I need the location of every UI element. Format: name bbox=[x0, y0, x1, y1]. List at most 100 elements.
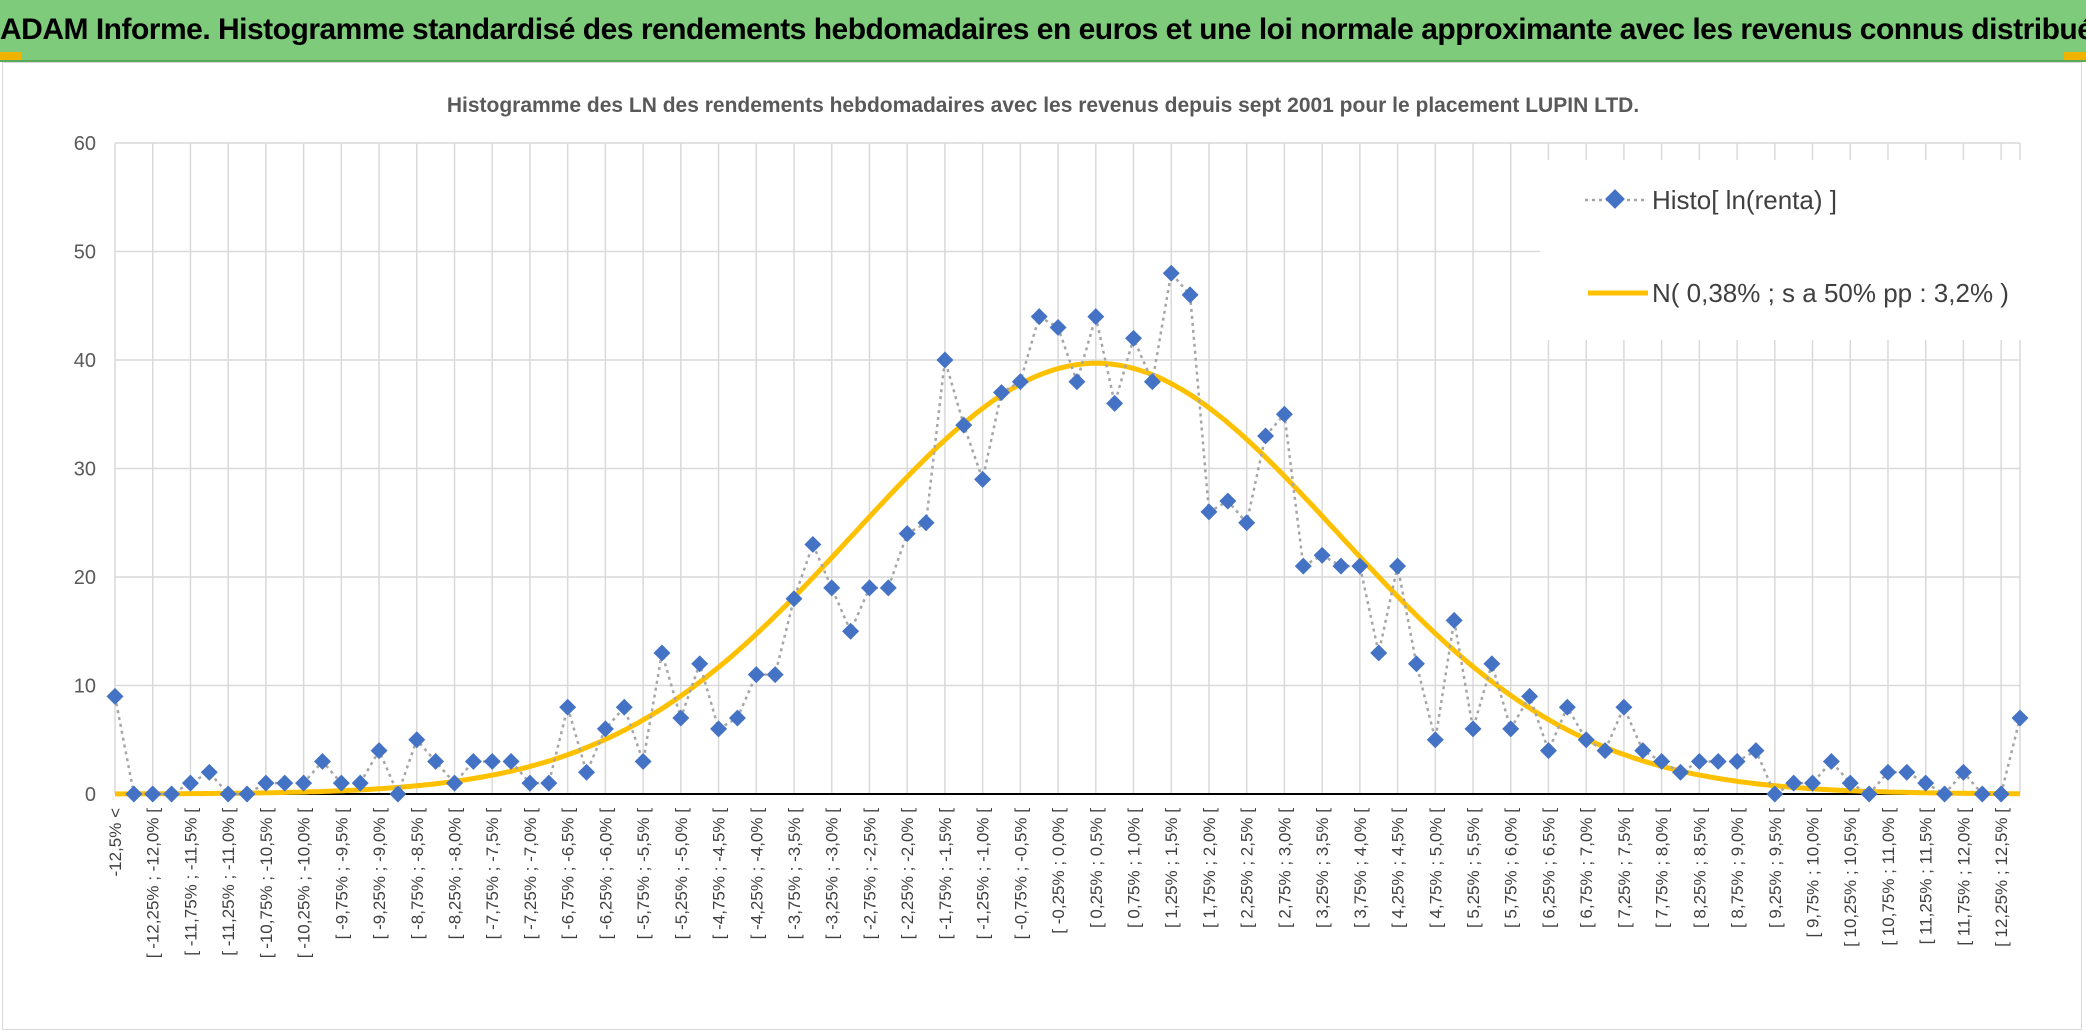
chart-title: Histogramme des LN des rendements hebdom… bbox=[447, 94, 1639, 117]
histogram-point bbox=[1577, 731, 1595, 749]
histogram-point bbox=[1634, 742, 1652, 760]
x-tick-label: [ -7,75% ; -7,5% [ bbox=[483, 808, 502, 940]
histogram-point bbox=[1200, 503, 1218, 521]
histogram-point bbox=[1464, 720, 1482, 738]
header-title: ADAM Informe. Histogramme standardisé de… bbox=[0, 13, 2086, 46]
legend-histo-marker bbox=[1605, 189, 1625, 209]
histogram-point bbox=[1068, 373, 1086, 391]
histogram-point bbox=[1558, 698, 1576, 716]
x-tick-label: [ -0,25% ; 0,0% [ bbox=[1049, 808, 1068, 934]
histogram-point bbox=[785, 590, 803, 608]
histogram-point bbox=[936, 351, 954, 369]
x-tick-label: [ -4,75% ; -4,5% [ bbox=[710, 808, 729, 940]
x-tick-label: [ -5,25% ; -5,0% [ bbox=[672, 808, 691, 940]
y-tick-label: 60 bbox=[74, 133, 96, 155]
histogram-point bbox=[728, 709, 746, 727]
y-tick-label: 40 bbox=[74, 350, 96, 372]
x-tick-label: [ -7,25% ; -7,0% [ bbox=[521, 808, 540, 940]
histogram-point bbox=[238, 785, 256, 803]
histogram-point bbox=[351, 774, 369, 792]
y-tick-label: 30 bbox=[74, 459, 96, 481]
histogram-point bbox=[1841, 774, 1859, 792]
x-tick-label: [ 8,25% ; 8,5% [ bbox=[1690, 808, 1709, 928]
histogram-point bbox=[446, 774, 463, 792]
x-tick-label: [ -1,75% ; -1,5% [ bbox=[936, 808, 955, 940]
histogram-point bbox=[427, 752, 445, 770]
histogram-point bbox=[181, 774, 199, 792]
chart-frame bbox=[2, 62, 2082, 1030]
histogram-markers bbox=[106, 264, 2029, 803]
x-tick-label: [ 1,25% ; 1,5% [ bbox=[1162, 808, 1181, 928]
histogram-point bbox=[332, 774, 350, 792]
histogram-point bbox=[710, 720, 728, 738]
histogram-point bbox=[1275, 405, 1293, 423]
x-tick-label: [ -9,75% ; -9,5% [ bbox=[332, 808, 351, 940]
x-tick-label: [ 1,75% ; 2,0% [ bbox=[1200, 808, 1219, 928]
gridlines bbox=[114, 142, 2021, 794]
histogram-point bbox=[540, 774, 558, 792]
x-tick-label: [ -0,75% ; -0,5% [ bbox=[1011, 808, 1030, 940]
x-tick-label: [ 4,75% ; 5,0% [ bbox=[1426, 808, 1445, 928]
histogram-point bbox=[1785, 774, 1803, 792]
histogram-point bbox=[917, 514, 935, 532]
x-tick-label: [ -6,25% ; -6,0% [ bbox=[596, 808, 615, 940]
x-tick-label: [ -6,75% ; -6,5% [ bbox=[559, 808, 578, 940]
x-tick-label: [ 10,75% ; 11,0% [ bbox=[1879, 808, 1898, 946]
histogram-point bbox=[1804, 774, 1822, 792]
corner-accent-top-right bbox=[2064, 52, 2086, 60]
x-tick-label: [ -12,25% ; -12,0% [ bbox=[144, 808, 163, 959]
x-tick-label: [ 3,75% ; 4,0% [ bbox=[1351, 808, 1370, 928]
x-tick-label: [ 5,25% ; 5,5% [ bbox=[1464, 808, 1483, 928]
y-tick-label: 20 bbox=[74, 567, 96, 589]
histogram-point bbox=[992, 384, 1010, 402]
histogram-point bbox=[483, 752, 501, 770]
histogram-point bbox=[1615, 698, 1633, 716]
histogram-point bbox=[1106, 394, 1124, 412]
histogram-point bbox=[1502, 720, 1520, 738]
histogram-point bbox=[1125, 329, 1143, 347]
histogram-point bbox=[653, 644, 671, 662]
histogram-point bbox=[389, 785, 407, 803]
histogram-point bbox=[1709, 752, 1727, 770]
x-tick-label: -12,5% < bbox=[106, 808, 125, 877]
corner-accent-top-left bbox=[0, 52, 22, 60]
histogram-point bbox=[2011, 709, 2029, 727]
x-tick-label: [ 0,25% ; 0,5% [ bbox=[1087, 808, 1106, 928]
histogram-point bbox=[1917, 774, 1935, 792]
histogram-point bbox=[766, 666, 784, 684]
x-tick-label: [ -5,75% ; -5,5% [ bbox=[634, 808, 653, 940]
histogram-point bbox=[1973, 785, 1991, 803]
histogram-point bbox=[1954, 763, 1972, 781]
legend: Histo[ ln(renta) ] N( 0,38% ; s a 50% pp… bbox=[1540, 160, 2060, 340]
histogram-point bbox=[200, 763, 218, 781]
x-tick-label: [ -4,25% ; -4,0% [ bbox=[747, 808, 766, 940]
histogram-point bbox=[691, 655, 709, 673]
histogram-point bbox=[219, 785, 237, 803]
normal-curve-line bbox=[115, 360, 2020, 797]
histogram-point bbox=[521, 774, 539, 792]
x-tick-label: [ -1,25% ; -1,0% [ bbox=[974, 808, 993, 940]
histogram-point bbox=[1653, 752, 1671, 770]
x-tick-label: [ 7,75% ; 8,0% [ bbox=[1653, 808, 1672, 928]
histogram-point bbox=[370, 742, 388, 760]
y-axis-ticks: 0 10 20 30 40 50 60 bbox=[74, 133, 96, 806]
y-tick-label: 10 bbox=[74, 676, 96, 698]
x-tick-label: [ -2,75% ; -2,5% [ bbox=[860, 808, 879, 940]
header-banner bbox=[0, 0, 2086, 62]
x-tick-label: [ -3,25% ; -3,0% [ bbox=[823, 808, 842, 940]
histogram-point bbox=[1992, 785, 2010, 803]
x-tick-label: [ 10,25% ; 10,5% [ bbox=[1841, 808, 1860, 947]
histogram-point bbox=[596, 720, 614, 738]
histogram-point bbox=[408, 731, 426, 749]
x-tick-label: [ 2,25% ; 2,5% [ bbox=[1238, 808, 1257, 928]
histogram-point bbox=[974, 470, 992, 488]
histogram-point bbox=[313, 752, 331, 770]
histogram-point bbox=[1521, 687, 1539, 705]
histogram-point bbox=[898, 525, 916, 543]
histogram-point bbox=[502, 752, 520, 770]
histogram-point bbox=[1313, 546, 1331, 564]
x-tick-label: [ 3,25% ; 3,5% [ bbox=[1313, 808, 1332, 928]
x-tick-label: [ 4,25% ; 4,5% [ bbox=[1389, 808, 1408, 928]
histogram-point bbox=[1181, 286, 1199, 304]
